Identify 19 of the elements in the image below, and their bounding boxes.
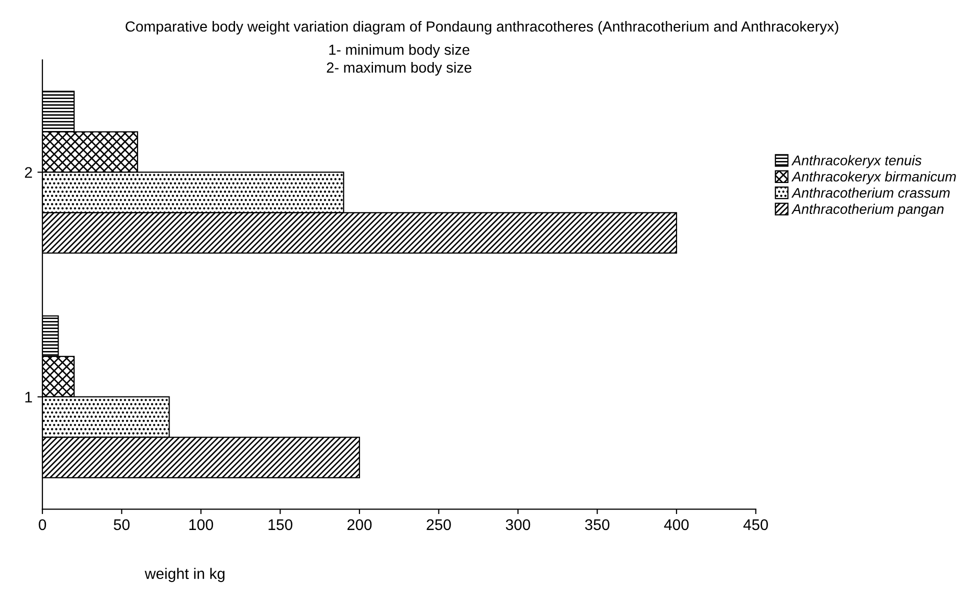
legend-label: Anthracotherium crassum — [791, 188, 950, 198]
x-tick-label: 50 — [114, 519, 130, 530]
x-tick-label: 300 — [506, 519, 530, 530]
x-tick-label: 400 — [664, 519, 689, 530]
legend-label: Anthracokeryx tenuis — [791, 155, 922, 168]
x-axis-title: weight in kg — [144, 568, 224, 582]
x-tick-label: 250 — [426, 519, 451, 530]
x-tick-label: 150 — [268, 519, 292, 530]
y-tick-label: 1 — [25, 392, 32, 402]
x-tick-label: 350 — [585, 519, 610, 530]
y-tick-label: 2 — [24, 167, 32, 178]
chart-title: Comparative body weight variation diagram of Pondaung anthracotheres (Anthracotherium and Anthracokeryx) — [126, 20, 838, 35]
x-tick-label: 100 — [189, 519, 214, 530]
legend-label: Anthracokeryx birmanicum — [791, 171, 956, 184]
chart-subtitle: 1- minimum body size 2- maximum body size — [326, 44, 472, 76]
x-tick-label: 450 — [743, 519, 768, 530]
legend-label: Anthracotherium pangan — [791, 204, 944, 217]
x-tick-label: 200 — [347, 519, 372, 530]
x-tick-label: 0 — [38, 519, 46, 530]
